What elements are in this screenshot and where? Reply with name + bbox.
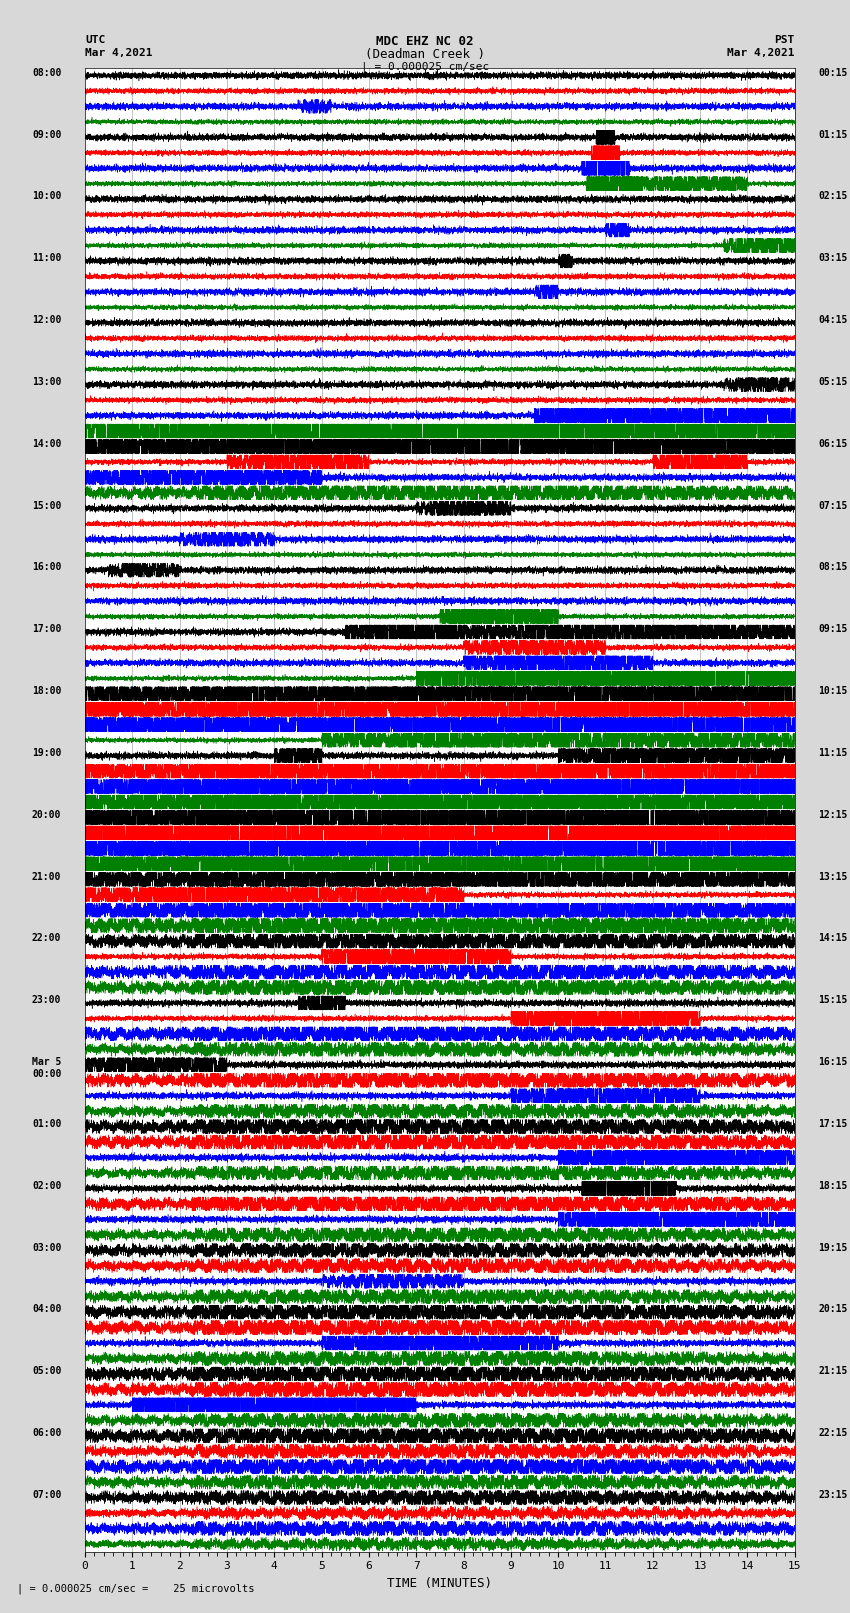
Text: 17:15: 17:15 — [819, 1119, 847, 1129]
Text: UTC: UTC — [85, 35, 105, 45]
Text: 01:15: 01:15 — [819, 129, 847, 140]
Text: 14:00: 14:00 — [32, 439, 61, 448]
Text: 21:00: 21:00 — [32, 871, 61, 882]
Text: 12:15: 12:15 — [819, 810, 847, 819]
Text: 20:00: 20:00 — [32, 810, 61, 819]
Text: 21:15: 21:15 — [819, 1366, 847, 1376]
Text: Mar 5
00:00: Mar 5 00:00 — [32, 1057, 61, 1079]
Text: 19:00: 19:00 — [32, 748, 61, 758]
Text: 02:15: 02:15 — [819, 192, 847, 202]
Text: 09:00: 09:00 — [32, 129, 61, 140]
Text: Mar 4,2021: Mar 4,2021 — [728, 48, 795, 58]
Text: 10:15: 10:15 — [819, 686, 847, 697]
Text: PST: PST — [774, 35, 795, 45]
Text: 11:15: 11:15 — [819, 748, 847, 758]
Text: 08:15: 08:15 — [819, 563, 847, 573]
Text: MDC EHZ NC 02: MDC EHZ NC 02 — [377, 35, 473, 48]
Text: 15:00: 15:00 — [32, 500, 61, 511]
Text: 02:00: 02:00 — [32, 1181, 61, 1190]
Text: 22:15: 22:15 — [819, 1428, 847, 1439]
Text: 04:15: 04:15 — [819, 315, 847, 326]
Text: Mar 4,2021: Mar 4,2021 — [85, 48, 152, 58]
Text: | = 0.000025 cm/sec =    25 microvolts: | = 0.000025 cm/sec = 25 microvolts — [17, 1582, 254, 1594]
Text: 23:15: 23:15 — [819, 1490, 847, 1500]
Text: 19:15: 19:15 — [819, 1242, 847, 1253]
X-axis label: TIME (MINUTES): TIME (MINUTES) — [388, 1578, 492, 1590]
Text: 06:15: 06:15 — [819, 439, 847, 448]
Text: 14:15: 14:15 — [819, 934, 847, 944]
Text: 20:15: 20:15 — [819, 1305, 847, 1315]
Text: 06:00: 06:00 — [32, 1428, 61, 1439]
Text: 03:00: 03:00 — [32, 1242, 61, 1253]
Text: 05:00: 05:00 — [32, 1366, 61, 1376]
Text: 08:00: 08:00 — [32, 68, 61, 77]
Text: 07:00: 07:00 — [32, 1490, 61, 1500]
Text: 18:15: 18:15 — [819, 1181, 847, 1190]
Text: 22:00: 22:00 — [32, 934, 61, 944]
Text: | = 0.000025 cm/sec: | = 0.000025 cm/sec — [361, 61, 489, 73]
Text: 07:15: 07:15 — [819, 500, 847, 511]
Text: 10:00: 10:00 — [32, 192, 61, 202]
Text: (Deadman Creek ): (Deadman Creek ) — [365, 48, 485, 61]
Text: 13:15: 13:15 — [819, 871, 847, 882]
Text: 12:00: 12:00 — [32, 315, 61, 326]
Text: 16:00: 16:00 — [32, 563, 61, 573]
Text: 03:15: 03:15 — [819, 253, 847, 263]
Text: 23:00: 23:00 — [32, 995, 61, 1005]
Text: 18:00: 18:00 — [32, 686, 61, 697]
Text: 01:00: 01:00 — [32, 1119, 61, 1129]
Text: 15:15: 15:15 — [819, 995, 847, 1005]
Text: 13:00: 13:00 — [32, 377, 61, 387]
Text: 05:15: 05:15 — [819, 377, 847, 387]
Text: 17:00: 17:00 — [32, 624, 61, 634]
Text: 16:15: 16:15 — [819, 1057, 847, 1068]
Text: 00:15: 00:15 — [819, 68, 847, 77]
Text: 09:15: 09:15 — [819, 624, 847, 634]
Text: 04:00: 04:00 — [32, 1305, 61, 1315]
Text: 11:00: 11:00 — [32, 253, 61, 263]
